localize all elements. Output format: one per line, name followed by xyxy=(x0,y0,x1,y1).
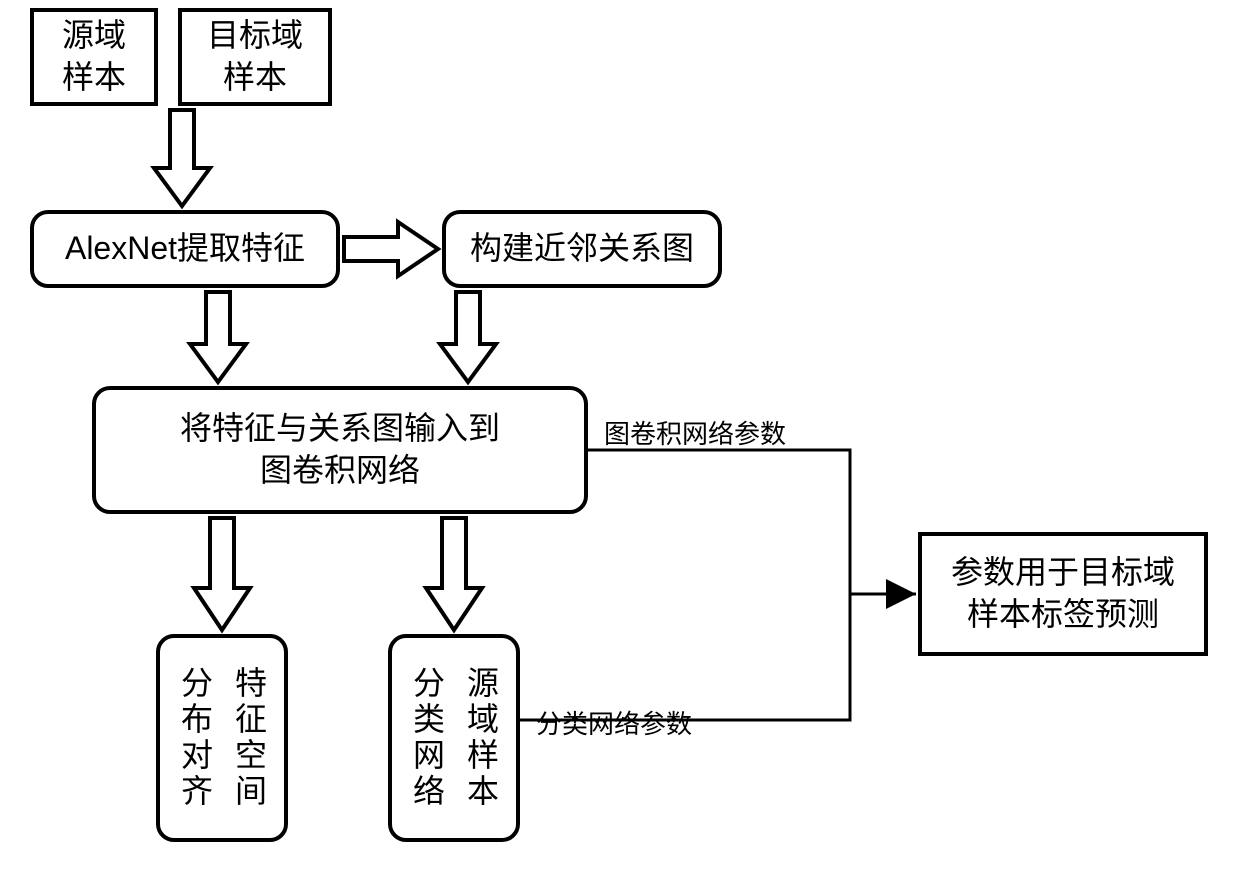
node-label: 参数用于目标域 样本标签预测 xyxy=(951,552,1175,635)
arrow-alexnet-to-graph xyxy=(342,220,440,278)
arrow-gcn-to-align xyxy=(192,516,252,632)
node-label: 目标域 样本 xyxy=(207,15,303,98)
node-align: 分布对齐 特征空间 xyxy=(156,634,288,842)
node-label: 将特征与关系图输入到 图卷积网络 xyxy=(180,408,500,491)
node-col-1: 分类网络 xyxy=(404,666,450,810)
edge-label-text: 分类网络参数 xyxy=(536,709,692,739)
node-alexnet: AlexNet提取特征 xyxy=(30,210,340,288)
edge-label-gcn-params: 图卷积网络参数 xyxy=(604,414,786,451)
arrow-inputs-to-alexnet xyxy=(152,108,212,208)
node-source-domain: 源域 样本 xyxy=(30,8,158,106)
edge-label-text: 图卷积网络参数 xyxy=(604,419,786,449)
node-label: AlexNet提取特征 xyxy=(65,228,305,270)
arrow-gcn-to-classifier xyxy=(424,516,484,632)
arrow-alexnet-to-gcn xyxy=(188,290,248,384)
node-gcn: 将特征与关系图输入到 图卷积网络 xyxy=(92,386,588,514)
node-target-domain: 目标域 样本 xyxy=(178,8,332,106)
node-label: 构建近邻关系图 xyxy=(470,228,694,270)
node-label: 源域 样本 xyxy=(62,15,126,98)
node-col-2: 源域样本 xyxy=(458,666,504,810)
node-col-2: 特征空间 xyxy=(226,666,272,810)
node-col-1: 分布对齐 xyxy=(172,666,218,810)
node-prediction: 参数用于目标域 样本标签预测 xyxy=(918,532,1208,656)
arrow-graph-to-gcn xyxy=(438,290,498,384)
node-classifier: 分类网络 源域样本 xyxy=(388,634,520,842)
edge-label-cls-params: 分类网络参数 xyxy=(536,704,692,741)
node-build-graph: 构建近邻关系图 xyxy=(442,210,722,288)
